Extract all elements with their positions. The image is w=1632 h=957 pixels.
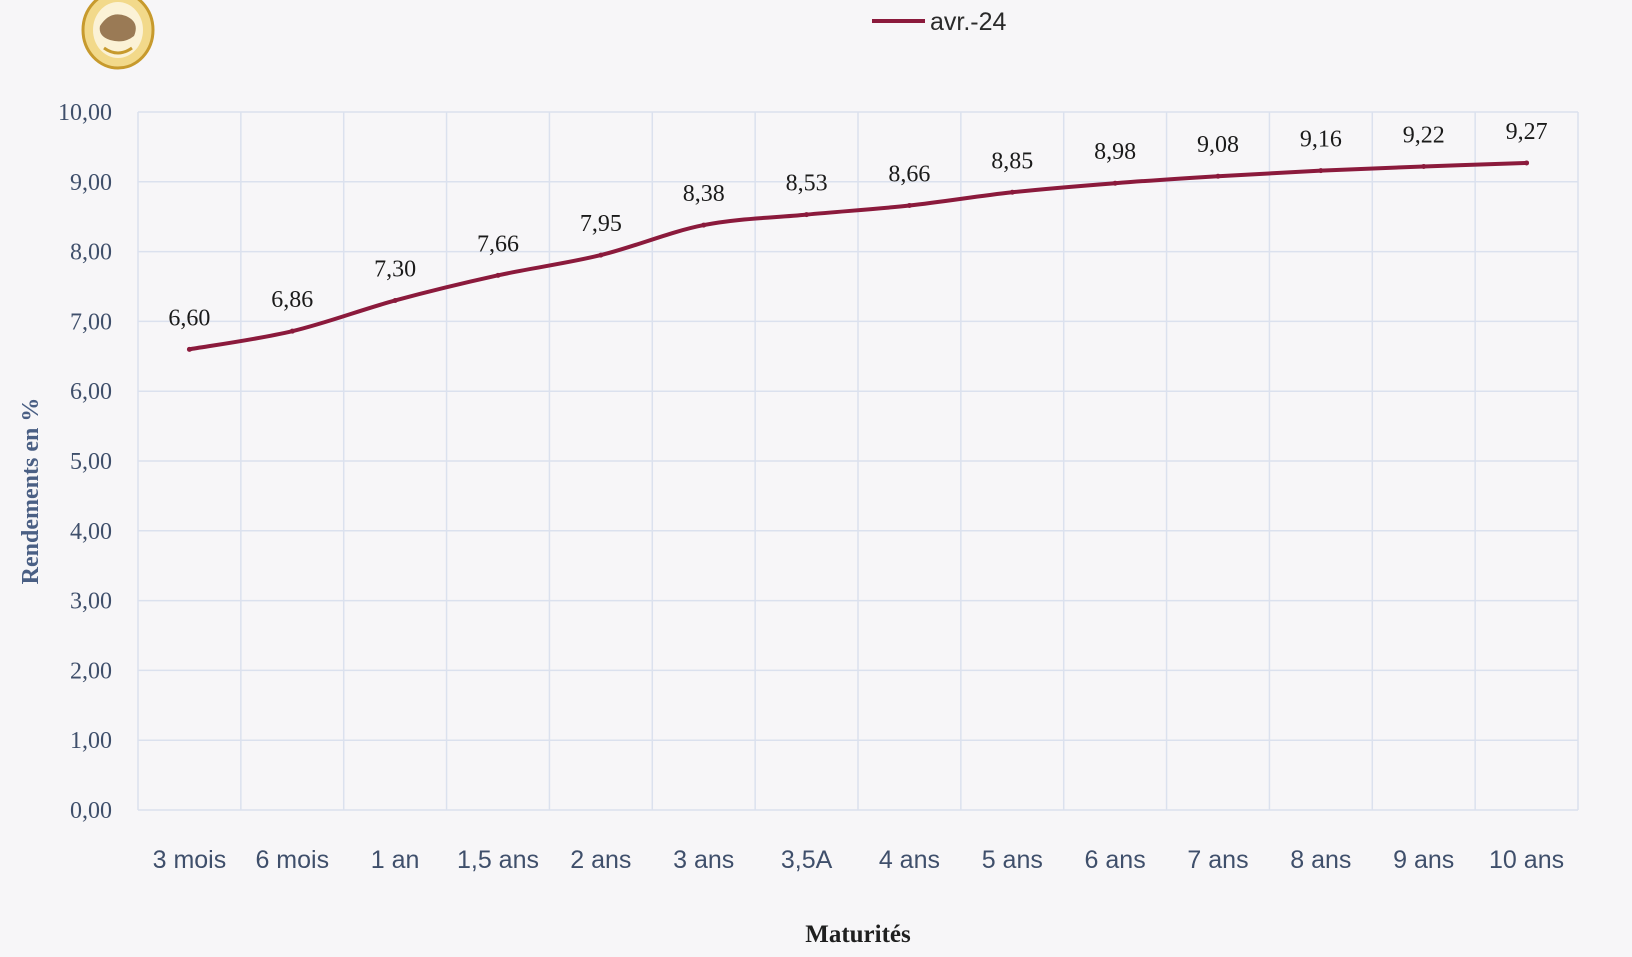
y-tick-label: 2,00 (70, 658, 112, 684)
data-label: 8,85 (991, 148, 1033, 174)
data-label: 9,16 (1300, 127, 1342, 153)
data-point (392, 297, 398, 303)
data-point (701, 222, 707, 228)
x-tick-label: 1,5 ans (457, 846, 539, 874)
x-tick-label: 8 ans (1290, 846, 1351, 874)
data-point (1009, 189, 1015, 195)
data-point (598, 252, 604, 258)
data-point (804, 212, 810, 218)
x-axis-title: Maturités (805, 921, 911, 948)
x-tick-label: 9 ans (1393, 846, 1454, 874)
data-point (186, 346, 192, 352)
y-tick-label: 6,00 (70, 379, 112, 405)
data-label: 7,95 (580, 211, 622, 237)
x-tick-label: 3 mois (153, 846, 227, 874)
data-point (1421, 163, 1427, 169)
data-label: 9,22 (1403, 122, 1445, 148)
x-tick-label: 3,5A (781, 846, 833, 874)
x-tick-label: 4 ans (879, 846, 940, 874)
data-point (906, 203, 912, 209)
data-labels: 6,60 6,86 7,30 7,66 7,95 8,38 8,53 8,66 8,85 8,98… (168, 119, 1547, 331)
grid (137, 111, 1579, 811)
data-label: 7,66 (477, 231, 519, 257)
y-tick-label: 1,00 (70, 728, 112, 754)
data-label: 9,27 (1506, 119, 1548, 145)
x-tick-label: 1 an (371, 846, 420, 874)
data-point (1112, 180, 1118, 186)
y-tick-label: 3,00 (70, 589, 112, 615)
data-label: 8,38 (683, 181, 725, 207)
x-tick-label: 3 ans (673, 846, 734, 874)
y-tick-label: 10,00 (58, 100, 112, 126)
y-tick-label: 8,00 (70, 240, 112, 266)
legend: avr.-24 (872, 8, 1007, 36)
data-label: 9,08 (1197, 132, 1239, 158)
x-tick-label: 10 ans (1489, 846, 1564, 874)
data-point (495, 272, 501, 278)
x-tick-label: 6 ans (1085, 846, 1146, 874)
y-tick-label: 5,00 (70, 449, 112, 475)
data-point (1318, 168, 1324, 174)
data-label: 8,53 (786, 171, 828, 197)
x-tick-label: 7 ans (1187, 846, 1248, 874)
axes: 0,00 1,00 2,00 3,00 4,00 5,00 6,00 7,00 8,00 9,00… (18, 100, 1564, 948)
x-tick-label: 6 mois (255, 846, 329, 874)
data-point (289, 328, 295, 334)
data-point (1524, 160, 1530, 166)
y-tick-label: 9,00 (70, 170, 112, 196)
y-axis-title: Rendements en % (18, 398, 44, 585)
y-tick-label: 0,00 (70, 798, 112, 824)
series-line (187, 160, 1529, 352)
y-tick-label: 7,00 (70, 309, 112, 335)
data-label: 6,60 (168, 305, 210, 331)
data-label: 8,66 (888, 162, 930, 188)
series-layer (186, 160, 1530, 352)
grain-emblem-icon (81, 0, 155, 70)
data-label: 7,30 (374, 256, 416, 282)
x-tick-label: 5 ans (982, 846, 1043, 874)
data-point (1215, 173, 1221, 179)
legend-label: avr.-24 (930, 8, 1007, 36)
data-label: 6,86 (271, 287, 313, 313)
y-tick-label: 4,00 (70, 519, 112, 545)
x-tick-label: 2 ans (570, 846, 631, 874)
data-label: 8,98 (1094, 139, 1136, 165)
